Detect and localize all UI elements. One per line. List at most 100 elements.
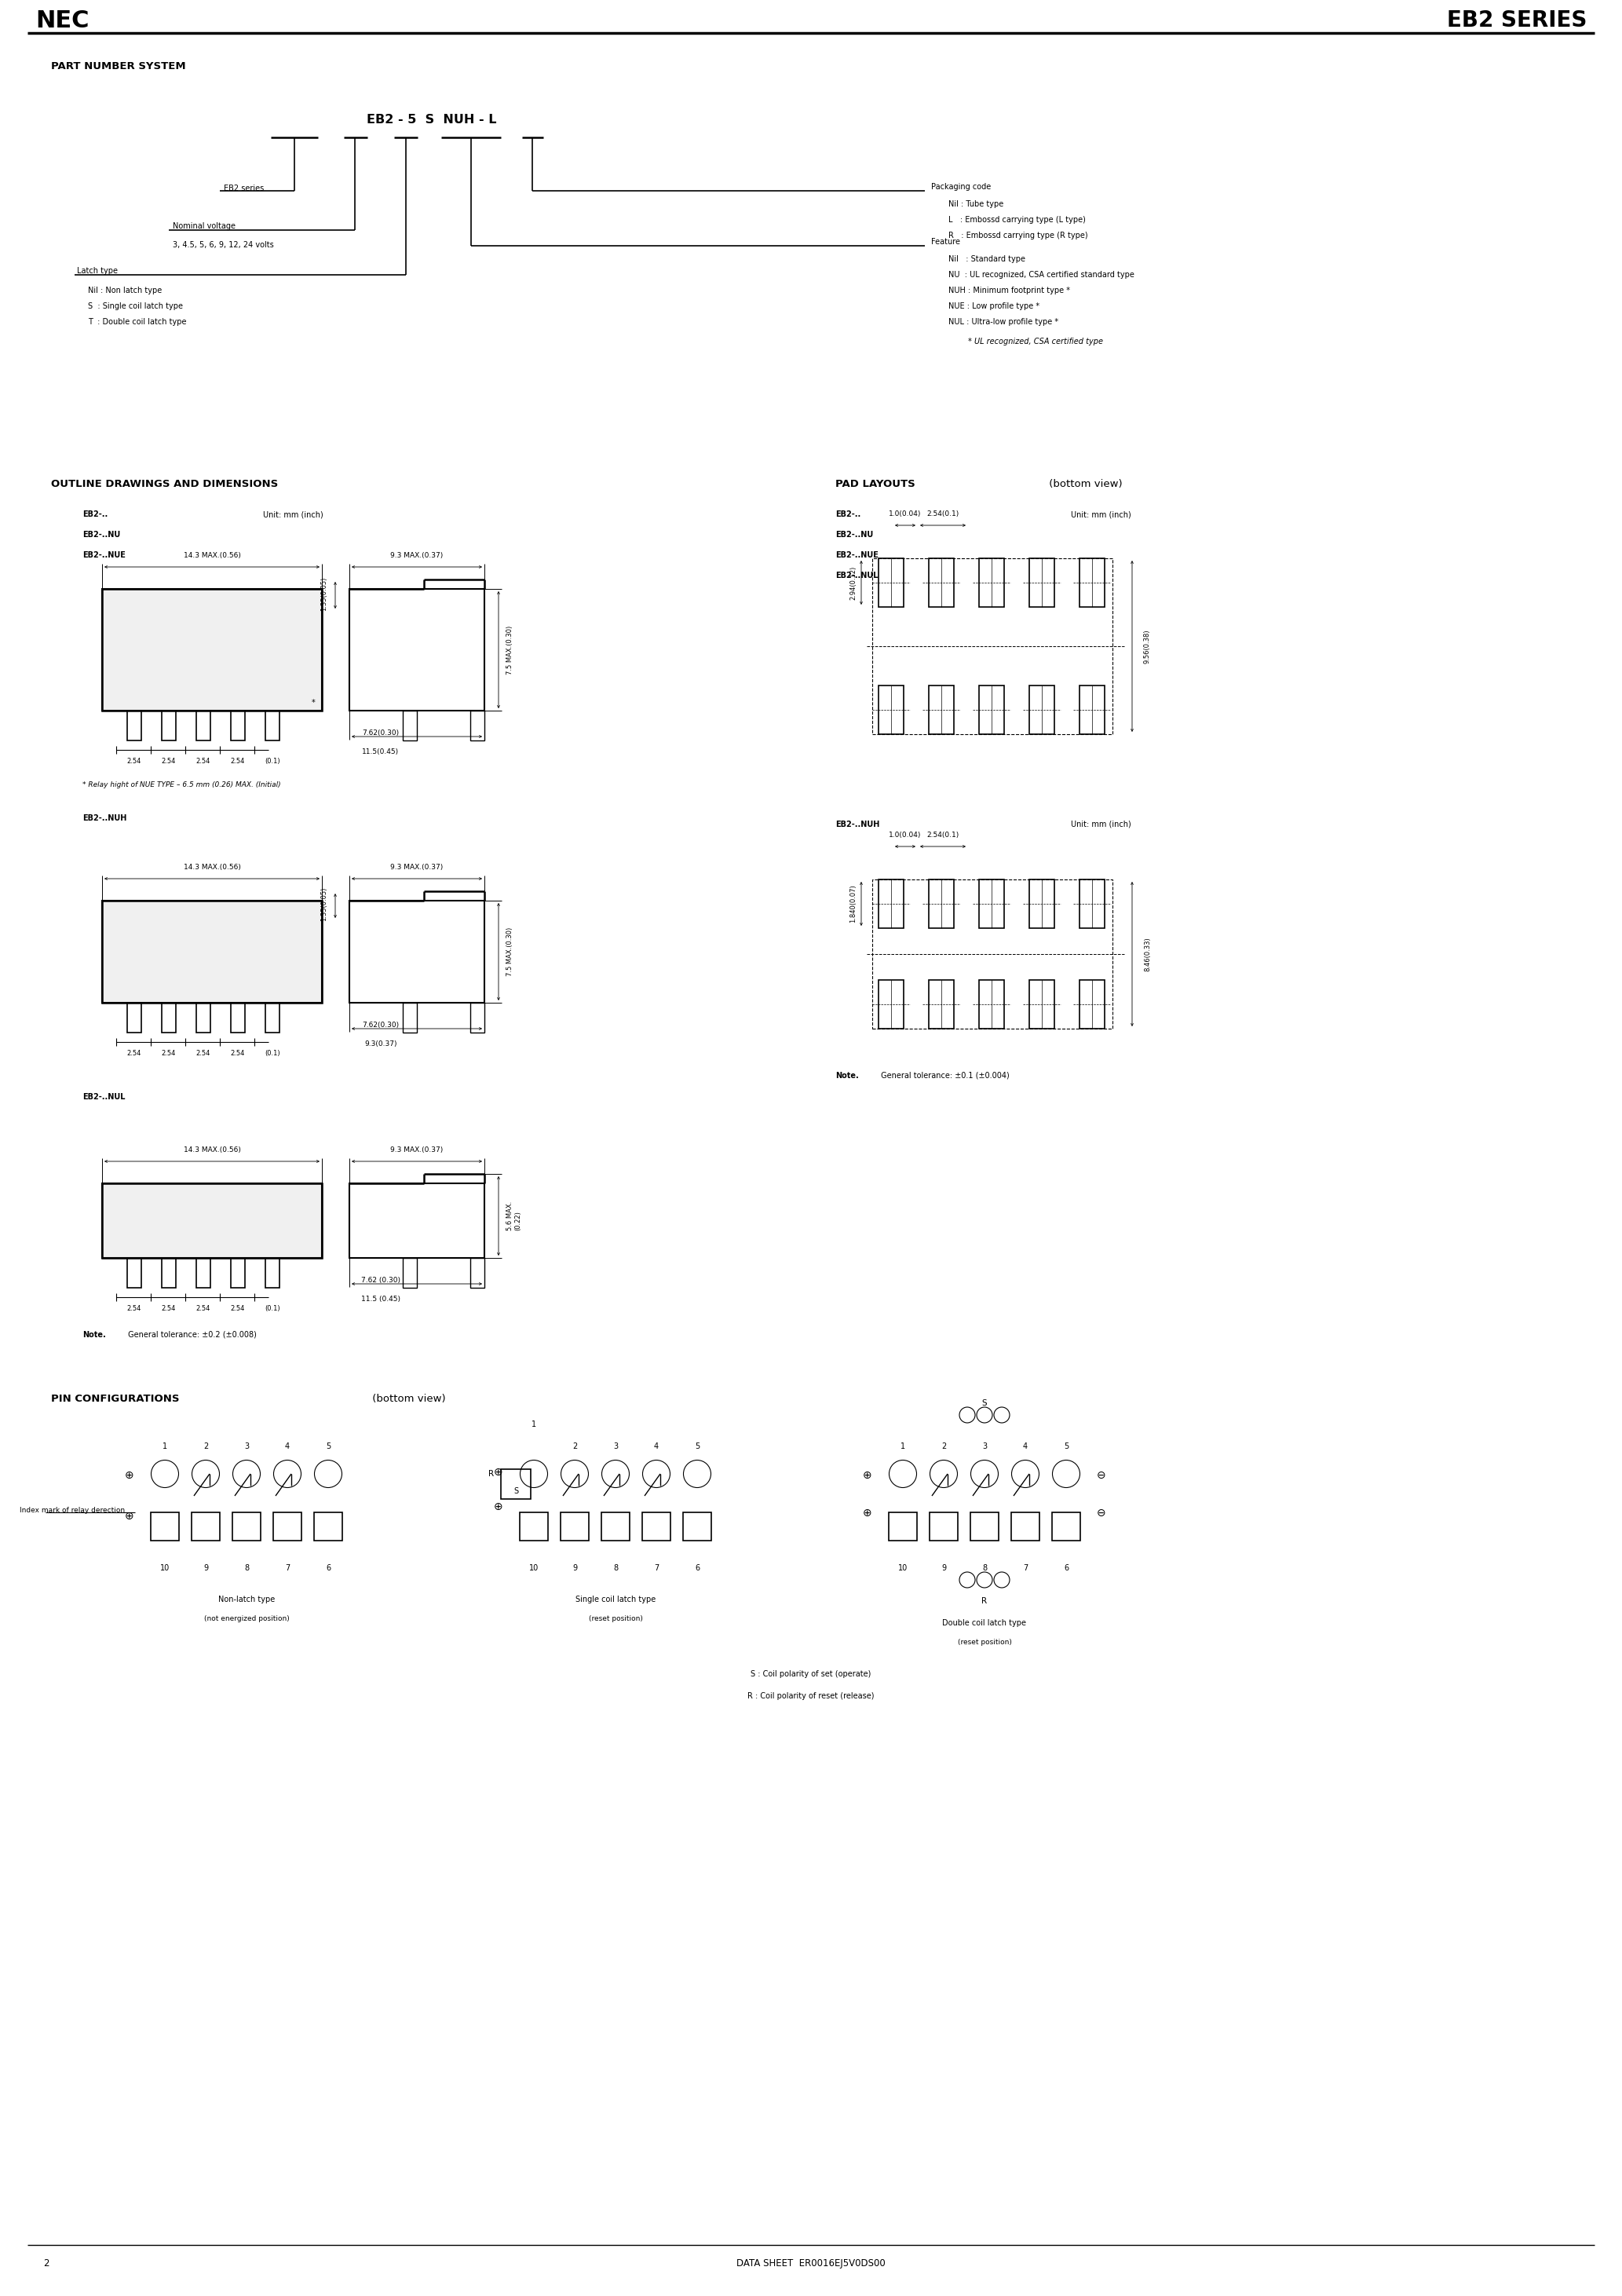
- Text: 6: 6: [1064, 1564, 1069, 1573]
- Bar: [1030, 980, 1054, 1029]
- Text: S: S: [514, 1488, 517, 1495]
- Bar: [879, 879, 903, 928]
- Text: ⊕: ⊕: [495, 1467, 503, 1479]
- Text: R: R: [981, 1598, 988, 1605]
- Text: 3: 3: [245, 1442, 248, 1451]
- Text: 2.54: 2.54: [127, 1304, 141, 1311]
- Text: 5: 5: [1064, 1442, 1069, 1451]
- Text: 1: 1: [900, 1442, 905, 1451]
- Text: L   : Embossd carrying type (L type): L : Embossd carrying type (L type): [949, 216, 1085, 223]
- Bar: [873, 558, 1113, 735]
- Bar: [162, 1003, 175, 1033]
- Bar: [196, 712, 211, 742]
- Text: 1.840(0.07): 1.840(0.07): [850, 884, 856, 923]
- Text: 1: 1: [162, 1442, 167, 1451]
- Text: ⊖: ⊖: [1096, 1508, 1106, 1518]
- Bar: [162, 1258, 175, 1288]
- Bar: [501, 1469, 530, 1499]
- Text: 7.62(0.30): 7.62(0.30): [362, 730, 399, 737]
- Bar: [102, 900, 321, 1003]
- Bar: [349, 588, 485, 712]
- Bar: [889, 1513, 916, 1541]
- Text: PAD LAYOUTS: PAD LAYOUTS: [835, 480, 915, 489]
- Bar: [929, 879, 954, 928]
- Bar: [266, 1258, 279, 1288]
- Text: 7: 7: [654, 1564, 659, 1573]
- Text: 1.35(0.05): 1.35(0.05): [320, 576, 328, 611]
- Text: ⊖: ⊖: [1096, 1469, 1106, 1481]
- Text: EB2-..NU: EB2-..NU: [83, 530, 120, 540]
- Text: EB2-..NUH: EB2-..NUH: [83, 815, 127, 822]
- Text: 2.54: 2.54: [127, 758, 141, 765]
- Bar: [402, 712, 417, 742]
- Text: 1.35(0.05): 1.35(0.05): [320, 886, 328, 921]
- Bar: [980, 980, 1004, 1029]
- Text: 3, 4.5, 5, 6, 9, 12, 24 volts: 3, 4.5, 5, 6, 9, 12, 24 volts: [172, 241, 274, 248]
- Text: 2: 2: [44, 2259, 49, 2268]
- Text: (bottom view): (bottom view): [1046, 480, 1122, 489]
- Bar: [402, 1003, 417, 1033]
- Bar: [683, 1513, 712, 1541]
- Text: PIN CONFIGURATIONS: PIN CONFIGURATIONS: [50, 1394, 180, 1403]
- Text: Nil : Tube type: Nil : Tube type: [949, 200, 1004, 209]
- Text: EB2-..NUL: EB2-..NUL: [83, 1093, 125, 1100]
- Text: 1.0(0.04): 1.0(0.04): [889, 831, 921, 838]
- Text: Unit: mm (inch): Unit: mm (inch): [1071, 510, 1131, 519]
- Bar: [102, 900, 321, 1003]
- Text: General tolerance: ±0.1 (±0.004): General tolerance: ±0.1 (±0.004): [879, 1072, 1009, 1079]
- Text: Index mark of relay derection: Index mark of relay derection: [19, 1506, 125, 1513]
- Text: * Relay hight of NUE TYPE – 6.5 mm (0.26) MAX. (Initial): * Relay hight of NUE TYPE – 6.5 mm (0.26…: [83, 781, 281, 788]
- Text: T  : Double coil latch type: T : Double coil latch type: [88, 319, 187, 326]
- Text: 8: 8: [981, 1564, 986, 1573]
- Bar: [102, 1182, 321, 1258]
- Text: 3: 3: [613, 1442, 618, 1451]
- Bar: [230, 712, 245, 742]
- Text: R: R: [488, 1469, 495, 1479]
- Bar: [266, 712, 279, 742]
- Text: 4: 4: [285, 1442, 290, 1451]
- Text: 4: 4: [1023, 1442, 1028, 1451]
- Bar: [266, 1003, 279, 1033]
- Text: 1: 1: [532, 1421, 537, 1428]
- Text: 2.54(0.1): 2.54(0.1): [926, 831, 959, 838]
- Bar: [879, 558, 903, 606]
- Text: 2.54: 2.54: [196, 1304, 211, 1311]
- Text: 8.46(0.33): 8.46(0.33): [1144, 937, 1152, 971]
- Text: EB2-..NUE: EB2-..NUE: [83, 551, 125, 560]
- Text: EB2-..NUE: EB2-..NUE: [835, 551, 879, 560]
- Text: 8: 8: [613, 1564, 618, 1573]
- Text: EB2 series: EB2 series: [224, 184, 264, 193]
- Text: General tolerance: ±0.2 (±0.008): General tolerance: ±0.2 (±0.008): [125, 1332, 256, 1339]
- Text: Note.: Note.: [83, 1332, 105, 1339]
- Bar: [162, 712, 175, 742]
- Text: 3: 3: [981, 1442, 986, 1451]
- Bar: [873, 879, 1113, 1029]
- Text: 1.0(0.04): 1.0(0.04): [889, 510, 921, 517]
- Text: 5: 5: [326, 1442, 331, 1451]
- Bar: [1011, 1513, 1040, 1541]
- Text: (not energized position): (not energized position): [204, 1614, 289, 1623]
- Bar: [1030, 558, 1054, 606]
- Text: 4: 4: [654, 1442, 659, 1451]
- Text: Latch type: Latch type: [76, 266, 118, 276]
- Text: OUTLINE DRAWINGS AND DIMENSIONS: OUTLINE DRAWINGS AND DIMENSIONS: [50, 480, 277, 489]
- Text: Double coil latch type: Double coil latch type: [942, 1619, 1027, 1628]
- Bar: [230, 1003, 245, 1033]
- Text: (0.1): (0.1): [264, 1049, 281, 1056]
- Text: NU  : UL recognized, CSA certified standard type: NU : UL recognized, CSA certified standa…: [949, 271, 1134, 278]
- Text: 14.3 MAX.(0.56): 14.3 MAX.(0.56): [183, 863, 240, 870]
- Bar: [879, 687, 903, 735]
- Text: 6: 6: [326, 1564, 331, 1573]
- Text: 7.62(0.30): 7.62(0.30): [362, 1022, 399, 1029]
- Text: Nil : Non latch type: Nil : Non latch type: [88, 287, 162, 294]
- Text: 7.5 MAX.(0.30): 7.5 MAX.(0.30): [506, 625, 514, 675]
- Text: 2: 2: [573, 1442, 577, 1451]
- Text: 9: 9: [203, 1564, 208, 1573]
- Text: 5: 5: [694, 1442, 699, 1451]
- Text: 11.5 (0.45): 11.5 (0.45): [362, 1295, 401, 1302]
- Text: S : Coil polarity of set (operate): S : Coil polarity of set (operate): [751, 1669, 871, 1678]
- Text: 7: 7: [285, 1564, 290, 1573]
- Text: EB2-..NUH: EB2-..NUH: [835, 820, 879, 829]
- Bar: [602, 1513, 629, 1541]
- Text: NEC: NEC: [36, 9, 89, 32]
